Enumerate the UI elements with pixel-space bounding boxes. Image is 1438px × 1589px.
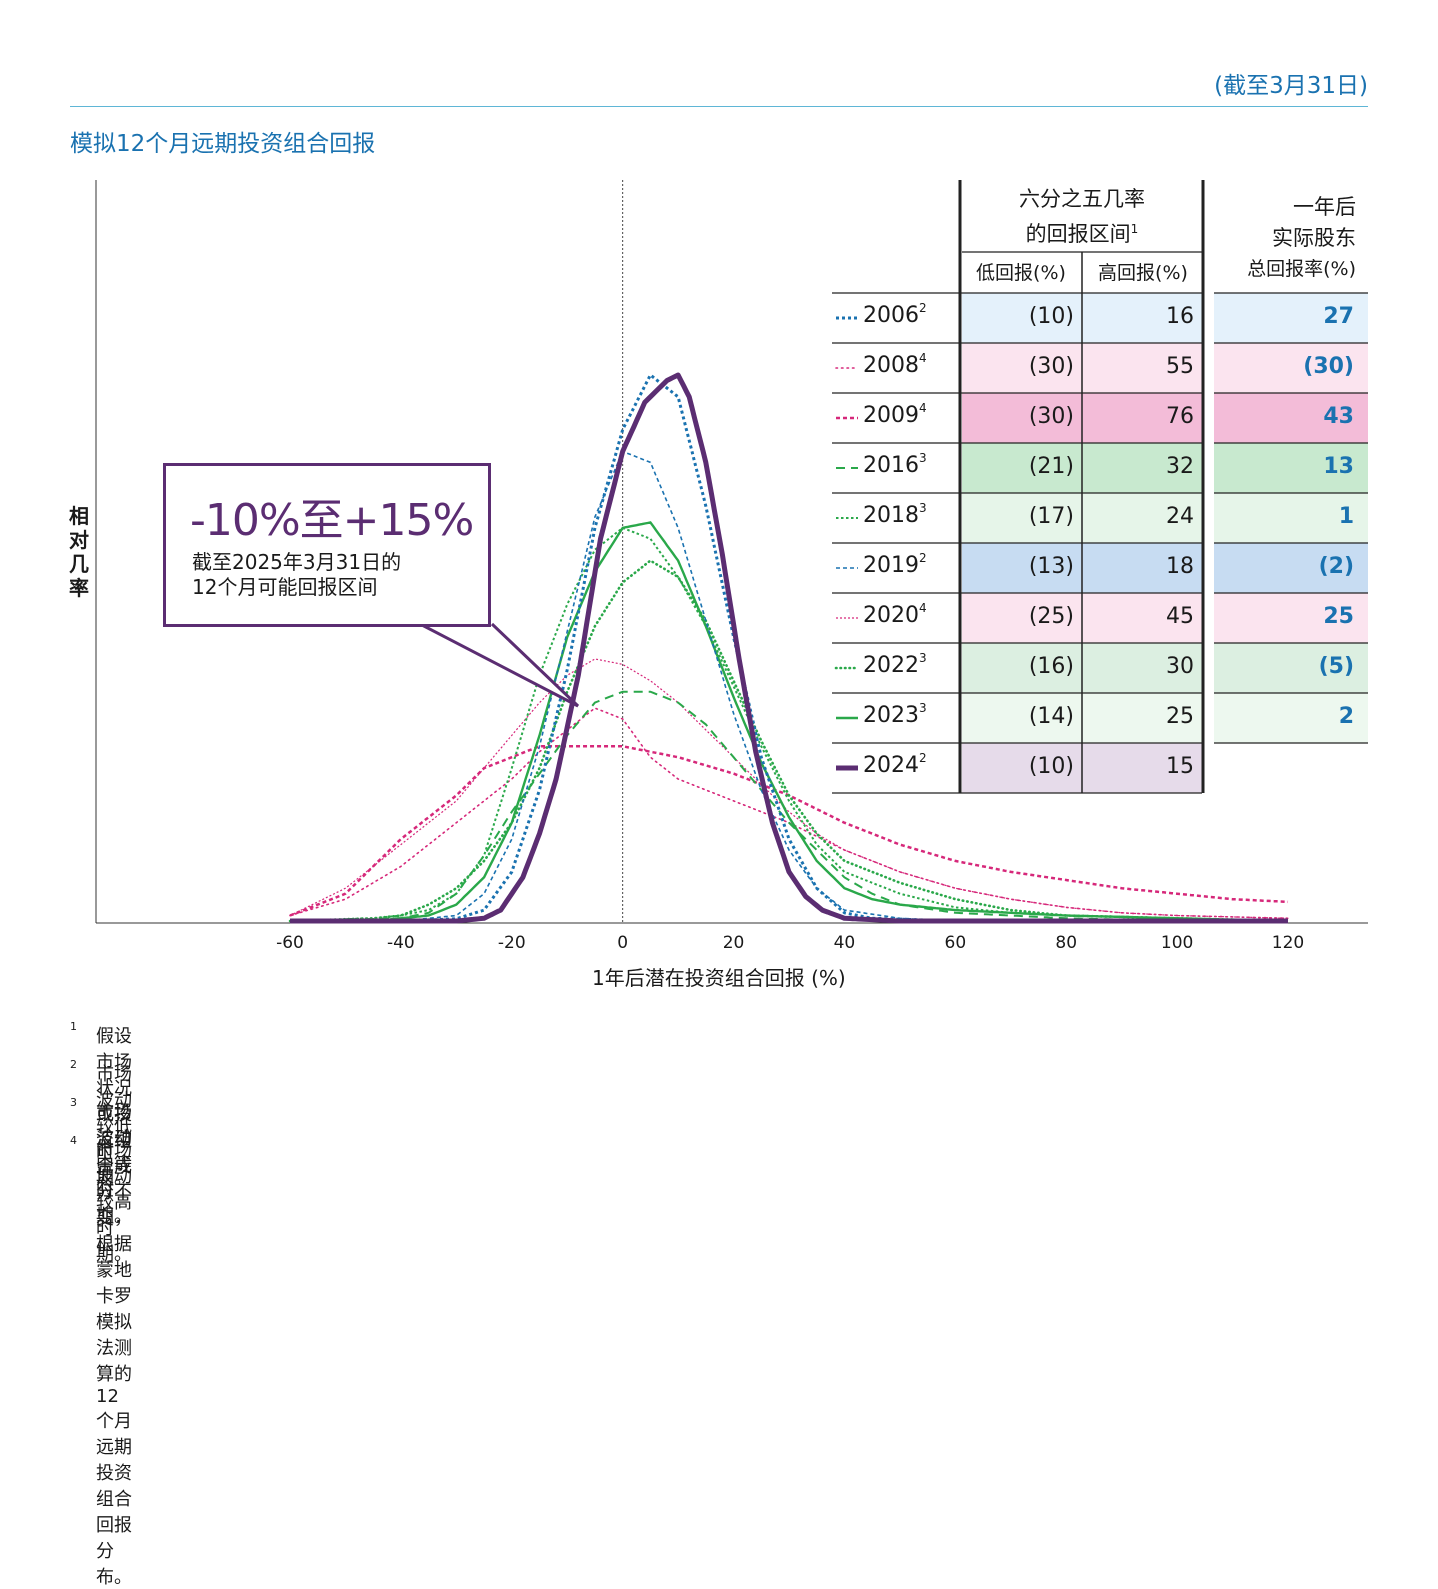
x-tick-label: 120: [1272, 933, 1304, 953]
x-tick-label: 60: [945, 933, 967, 953]
table-row-bg: [1214, 443, 1368, 493]
table-row-bg: [1214, 393, 1368, 443]
group-header-line2: 的回报区间1: [1025, 222, 1139, 246]
cell-high: 30: [1166, 654, 1194, 679]
cell-high: 16: [1166, 304, 1194, 329]
x-tick-label: 100: [1161, 933, 1193, 953]
cell-high: 25: [1166, 704, 1194, 729]
cell-high: 76: [1166, 404, 1194, 429]
as-of-date: (截至3月31日): [1214, 73, 1368, 99]
cell-low: (14): [1028, 704, 1074, 729]
cell-actual: 13: [1323, 454, 1354, 479]
cell-low: (16): [1028, 654, 1074, 679]
chart-title: 模拟12个月远期投资组合回报: [70, 131, 376, 157]
cell-low: (25): [1028, 604, 1074, 629]
cell-high: 24: [1166, 504, 1194, 529]
cell-low: (21): [1028, 454, 1074, 479]
x-tick-label: -20: [498, 933, 526, 953]
cell-actual: 43: [1323, 404, 1354, 429]
table-row-year: 20084: [863, 351, 927, 378]
range-callout: -10%至+15% 截至2025年3月31日的 12个月可能回报区间: [163, 463, 491, 627]
table-row-year: 20233: [863, 701, 927, 728]
table-row-bg: [1214, 593, 1368, 643]
x-tick-label: 40: [834, 933, 856, 953]
series-line-2024: [290, 372, 1288, 924]
callout-range: -10%至+15%: [190, 495, 474, 546]
cell-low: (13): [1028, 554, 1074, 579]
table-row-bg: [1214, 493, 1368, 543]
cell-actual: (5): [1318, 654, 1354, 679]
table-row-year: 20163: [863, 451, 927, 478]
cell-high: 55: [1166, 354, 1194, 379]
cell-high: 15: [1166, 754, 1194, 779]
x-tick-label: 80: [1055, 933, 1077, 953]
table-row-year: 20062: [863, 301, 927, 328]
series-line-2022: [288, 559, 1290, 923]
table-row-year: 20204: [863, 601, 927, 628]
series-line-2023: [290, 521, 1289, 923]
table-row-bg: [1214, 343, 1368, 393]
table-row-bg: [1214, 543, 1368, 593]
group-header-line1: 六分之五几率: [1019, 187, 1145, 211]
col-header-low: 低回报(%): [976, 262, 1066, 284]
callout-text: 截至2025年3月31日的 12个月可能回报区间: [192, 550, 401, 600]
table-row-year: 20183: [863, 501, 927, 528]
x-axis-label: 1年后潜在投资组合回报 (%): [592, 966, 846, 990]
col-header-high: 高回报(%): [1098, 262, 1188, 284]
table-grid: [832, 180, 1368, 794]
actual-header-line2: 实际股东: [1272, 226, 1356, 250]
cell-high: 32: [1166, 454, 1194, 479]
x-tick-label: -40: [387, 933, 415, 953]
table-row-bg: [1214, 643, 1368, 693]
cell-actual: (2): [1318, 554, 1354, 579]
cell-actual: 2: [1338, 704, 1354, 729]
callout-pointer: [419, 622, 580, 708]
actual-header-line3: 总回报率(%): [1247, 258, 1356, 280]
series-line-2019: [290, 450, 1288, 922]
cell-low: (30): [1028, 354, 1074, 379]
y-axis-label: 相对几率: [69, 504, 89, 600]
cell-low: (30): [1028, 404, 1074, 429]
table-row-bg: [1214, 293, 1368, 343]
callout-line1: 截至2025年3月31日的: [192, 550, 402, 574]
cell-actual: (30): [1303, 354, 1354, 379]
table-row-year: 20223: [863, 651, 927, 678]
table-row-bg: [1214, 693, 1368, 743]
x-tick-label: 0: [617, 933, 628, 953]
cell-low: (10): [1028, 754, 1074, 779]
col-header-actual: 一年后 实际股东 总回报率(%): [1212, 192, 1356, 285]
actual-header-line1: 一年后: [1293, 195, 1356, 219]
cell-actual: 1: [1338, 504, 1354, 529]
x-tick-label: 20: [723, 933, 745, 953]
table-row-year: 20094: [863, 401, 927, 428]
callout-line2: 12个月可能回报区间: [192, 575, 378, 599]
table-row-year: 20192: [863, 551, 927, 578]
cell-actual: 27: [1323, 304, 1354, 329]
cell-actual: 25: [1323, 604, 1354, 629]
table-group-header: 六分之五几率 的回报区间1: [962, 184, 1202, 249]
chart-plot: -60 -40 -20 0 20 40 60 80 100 120: [95, 180, 1368, 953]
cell-low: (10): [1028, 304, 1074, 329]
x-tick-label: -60: [276, 933, 304, 953]
header-rule: [70, 106, 1368, 107]
cell-high: 45: [1166, 604, 1194, 629]
cell-high: 18: [1166, 554, 1194, 579]
cell-low: (17): [1028, 504, 1074, 529]
table-row-year: 20242: [863, 751, 927, 778]
